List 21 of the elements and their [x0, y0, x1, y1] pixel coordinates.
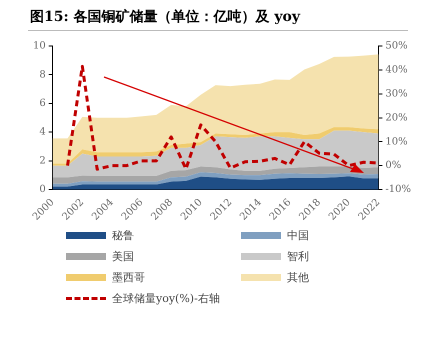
y-tick-label: 6 [39, 98, 46, 109]
legend-label: 秘鲁 [112, 228, 134, 243]
legend-label: 全球储量yoy(%)-右轴 [112, 291, 220, 306]
y2-tick-label: 50% [385, 40, 408, 52]
y-tick-label: 10 [32, 40, 46, 52]
y2-tick-label: -10% [385, 184, 412, 196]
legend-label: 美国 [112, 249, 134, 264]
y2-tick-label: 10% [385, 136, 408, 148]
y2-tick-label: 0% [385, 160, 402, 172]
y-tick-label: 0 [39, 184, 46, 196]
legend-label: 墨西哥 [112, 270, 145, 285]
legend-label: 智利 [287, 249, 309, 264]
y-tick-label: 2 [39, 155, 46, 166]
y2-tick-label: 30% [385, 88, 408, 100]
y-tick-label: 4 [39, 126, 46, 138]
y2-tick-label: 40% [385, 64, 408, 76]
chart-title: 图15: 各国铜矿储量（单位：亿吨）及 yoy [30, 8, 300, 26]
legend-label: 其他 [287, 270, 309, 285]
y-tick-label: 8 [39, 69, 46, 80]
legend-label: 中国 [287, 228, 309, 243]
y2-tick-label: 20% [385, 112, 408, 124]
